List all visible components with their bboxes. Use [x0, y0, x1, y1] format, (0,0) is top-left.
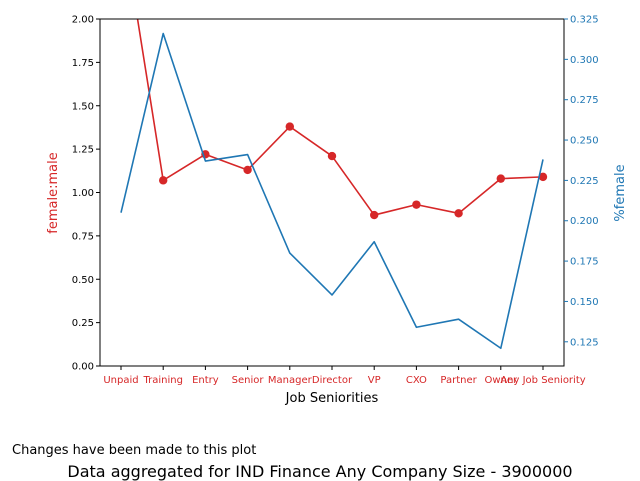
left-tick-label: 2.00	[72, 15, 94, 26]
female-male-ratio-point	[370, 210, 379, 220]
left-tick-label: 0.25	[72, 318, 94, 329]
x-tick-label: Unpaid	[103, 375, 138, 386]
x-tick-label: Manager	[268, 375, 313, 386]
x-tick-label: Any Job Seniority	[500, 375, 585, 386]
x-tick-label: VP	[368, 375, 381, 386]
x-tick-label: Owner	[484, 375, 518, 386]
x-tick-label: Partner	[440, 375, 477, 386]
female-male-ratio-point	[496, 174, 505, 183]
left-tick-label: 1.00	[72, 188, 94, 199]
left-tick-label: 0.00	[72, 362, 94, 373]
right-tick-label: 0.175	[570, 257, 599, 268]
percent-female-line	[120, 32, 544, 350]
right-tick-label: 0.250	[570, 136, 599, 147]
chart-caption: Data aggregated for IND Finance Any Comp…	[67, 462, 573, 481]
left-axis-label: female:male	[46, 152, 61, 233]
dual-axis-line-chart: 0.00 0.25 0.50 0.75 1.00 1.25 1.50 1.75 2.00 0.1…	[46, 15, 628, 407]
female-male-ratio-point	[327, 151, 337, 161]
x-tick-label: Training	[142, 375, 182, 386]
female-male-ratio-point	[454, 209, 463, 218]
right-tick-label: 0.150	[570, 297, 599, 308]
footer-note: Changes have been made to this plot	[12, 443, 257, 458]
x-tick-label: Senior	[232, 375, 265, 386]
right-tick-label: 0.275	[570, 95, 599, 106]
female-male-ratio-point	[412, 200, 421, 209]
x-tick-label: Director	[312, 375, 353, 386]
x-tick-label: Entry	[192, 375, 219, 386]
right-axis-label: %female	[613, 164, 628, 221]
female-male-ratio-point	[538, 172, 548, 182]
right-tick-label: 0.125	[570, 337, 599, 348]
left-tick-label: 0.50	[72, 275, 94, 286]
plot-frame	[99, 18, 565, 367]
right-tick-label: 0.200	[570, 216, 599, 227]
x-tick-label: CXO	[406, 375, 427, 386]
right-tick-label: 0.300	[570, 55, 599, 66]
female-male-ratio-line	[136, 19, 544, 216]
female-male-ratio-point	[243, 165, 252, 175]
left-tick-label: 1.75	[72, 58, 94, 69]
left-tick-label: 1.50	[72, 101, 94, 112]
left-tick-label: 0.75	[72, 231, 94, 242]
female-male-ratio-point	[285, 122, 294, 131]
x-axis-label: Job Seniorities	[285, 391, 379, 406]
right-tick-label: 0.325	[570, 15, 599, 26]
left-tick-label: 1.25	[72, 145, 94, 156]
right-tick-label: 0.225	[570, 176, 599, 187]
female-male-ratio-point	[159, 176, 168, 185]
